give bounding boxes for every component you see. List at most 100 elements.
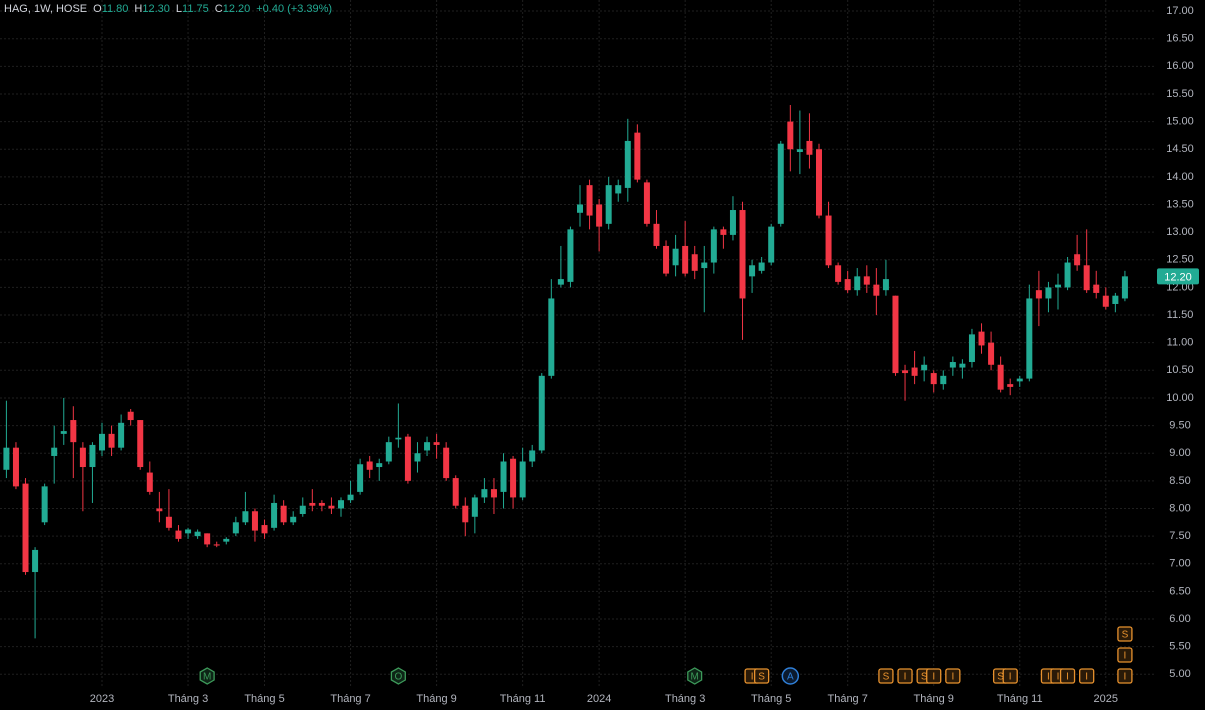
candle-body <box>959 363 966 368</box>
x-tick-label: Tháng 9 <box>914 693 954 705</box>
event-label: I <box>1066 672 1069 683</box>
candle-body <box>385 442 392 462</box>
candle-body <box>299 505 306 515</box>
candle-body <box>99 433 105 451</box>
candle-body <box>481 489 488 498</box>
candle-body <box>3 447 10 470</box>
candle-body <box>424 442 431 451</box>
candle-body <box>357 464 364 492</box>
candle-body <box>223 538 230 542</box>
y-tick-label: 12.50 <box>1166 254 1194 266</box>
x-tick-label: Tháng 7 <box>330 693 370 705</box>
candle-body <box>911 367 918 376</box>
candle-body <box>739 210 746 299</box>
x-tick-label: Tháng 7 <box>827 693 867 705</box>
candle-body <box>290 516 297 523</box>
candle-body <box>930 373 937 385</box>
candle-body <box>710 229 717 263</box>
y-tick-label: 13.00 <box>1166 226 1194 238</box>
candle-body <box>663 245 670 274</box>
candle-body <box>557 279 564 285</box>
event-label: I <box>1124 651 1127 662</box>
last-price-label: 12.20 <box>1164 271 1192 283</box>
event-marker <box>878 668 894 684</box>
event-marker <box>1117 626 1133 642</box>
x-tick-label: Tháng 5 <box>751 693 791 705</box>
candle-body <box>242 511 249 523</box>
event-label: M <box>203 672 211 683</box>
event-label: I <box>1009 672 1012 683</box>
candle-body <box>749 265 756 277</box>
candle-body <box>758 262 765 271</box>
candle-body <box>251 511 258 531</box>
event-marker <box>897 668 913 684</box>
event-label: A <box>787 672 794 683</box>
candle-body <box>519 461 526 498</box>
ohlc-key: L <box>175 3 183 15</box>
event-label: O <box>394 672 402 683</box>
candle-body <box>137 420 144 468</box>
event-label: S <box>997 672 1004 683</box>
event-label: S <box>921 672 928 683</box>
candle-body <box>213 544 220 546</box>
candle-body <box>720 229 727 235</box>
candle-body <box>204 533 211 545</box>
x-tick-label: Tháng 5 <box>244 693 284 705</box>
candle-body <box>902 370 909 374</box>
y-tick-label: 9.00 <box>1169 447 1190 459</box>
event-label: I <box>1057 672 1060 683</box>
candle-body <box>548 298 555 376</box>
candle-body <box>51 447 58 456</box>
candle-body <box>672 248 679 266</box>
event-marker <box>926 668 942 684</box>
event-marker <box>1117 647 1133 663</box>
ohlc-value: 12.30 <box>142 3 170 15</box>
candle-body <box>318 502 325 506</box>
y-tick-label: 16.50 <box>1166 33 1194 45</box>
candle-body <box>624 140 631 188</box>
candle-body <box>615 185 622 194</box>
x-tick-label: 2023 <box>90 693 114 705</box>
candle-body <box>997 364 1004 390</box>
candle-body <box>194 531 201 537</box>
candle-body <box>863 276 870 285</box>
candle-body <box>796 149 803 152</box>
candle-body <box>729 210 736 235</box>
event-label: I <box>751 672 754 683</box>
y-tick-label: 11.50 <box>1167 309 1194 321</box>
candle-body <box>1026 298 1033 379</box>
event-marker <box>687 667 703 685</box>
candle-body <box>873 284 880 296</box>
candle-body <box>1074 254 1081 266</box>
candle-body <box>12 447 19 487</box>
candle-body <box>787 121 794 150</box>
candle-body <box>978 331 985 346</box>
candle-body <box>701 262 708 269</box>
candle-body <box>1112 295 1119 304</box>
candle-body <box>816 149 822 216</box>
candle-body <box>921 364 928 371</box>
candle-body <box>806 140 813 155</box>
candle-body <box>366 461 373 470</box>
y-tick-label: 8.00 <box>1169 502 1190 514</box>
x-tick-label: Tháng 11 <box>997 693 1043 705</box>
y-tick-label: 17.00 <box>1166 5 1194 17</box>
event-label: I <box>1085 672 1088 683</box>
event-label: I <box>1047 672 1050 683</box>
y-tick-label: 10.00 <box>1166 392 1194 404</box>
ohlc-value: 12.20 <box>222 3 251 15</box>
candle-body <box>500 461 507 492</box>
y-tick-label: 5.50 <box>1169 641 1190 653</box>
x-tick-label: 2024 <box>587 693 611 705</box>
candle-body <box>682 245 689 274</box>
y-tick-label: 14.00 <box>1166 171 1194 183</box>
ohlc-key: H <box>134 3 143 15</box>
candle-body <box>376 463 383 468</box>
event-marker <box>945 668 961 684</box>
candle-body <box>1035 290 1042 299</box>
y-tick-label: 6.00 <box>1169 613 1190 625</box>
candle-body <box>529 450 536 462</box>
candle-body <box>825 215 832 266</box>
candle-body <box>471 497 478 517</box>
